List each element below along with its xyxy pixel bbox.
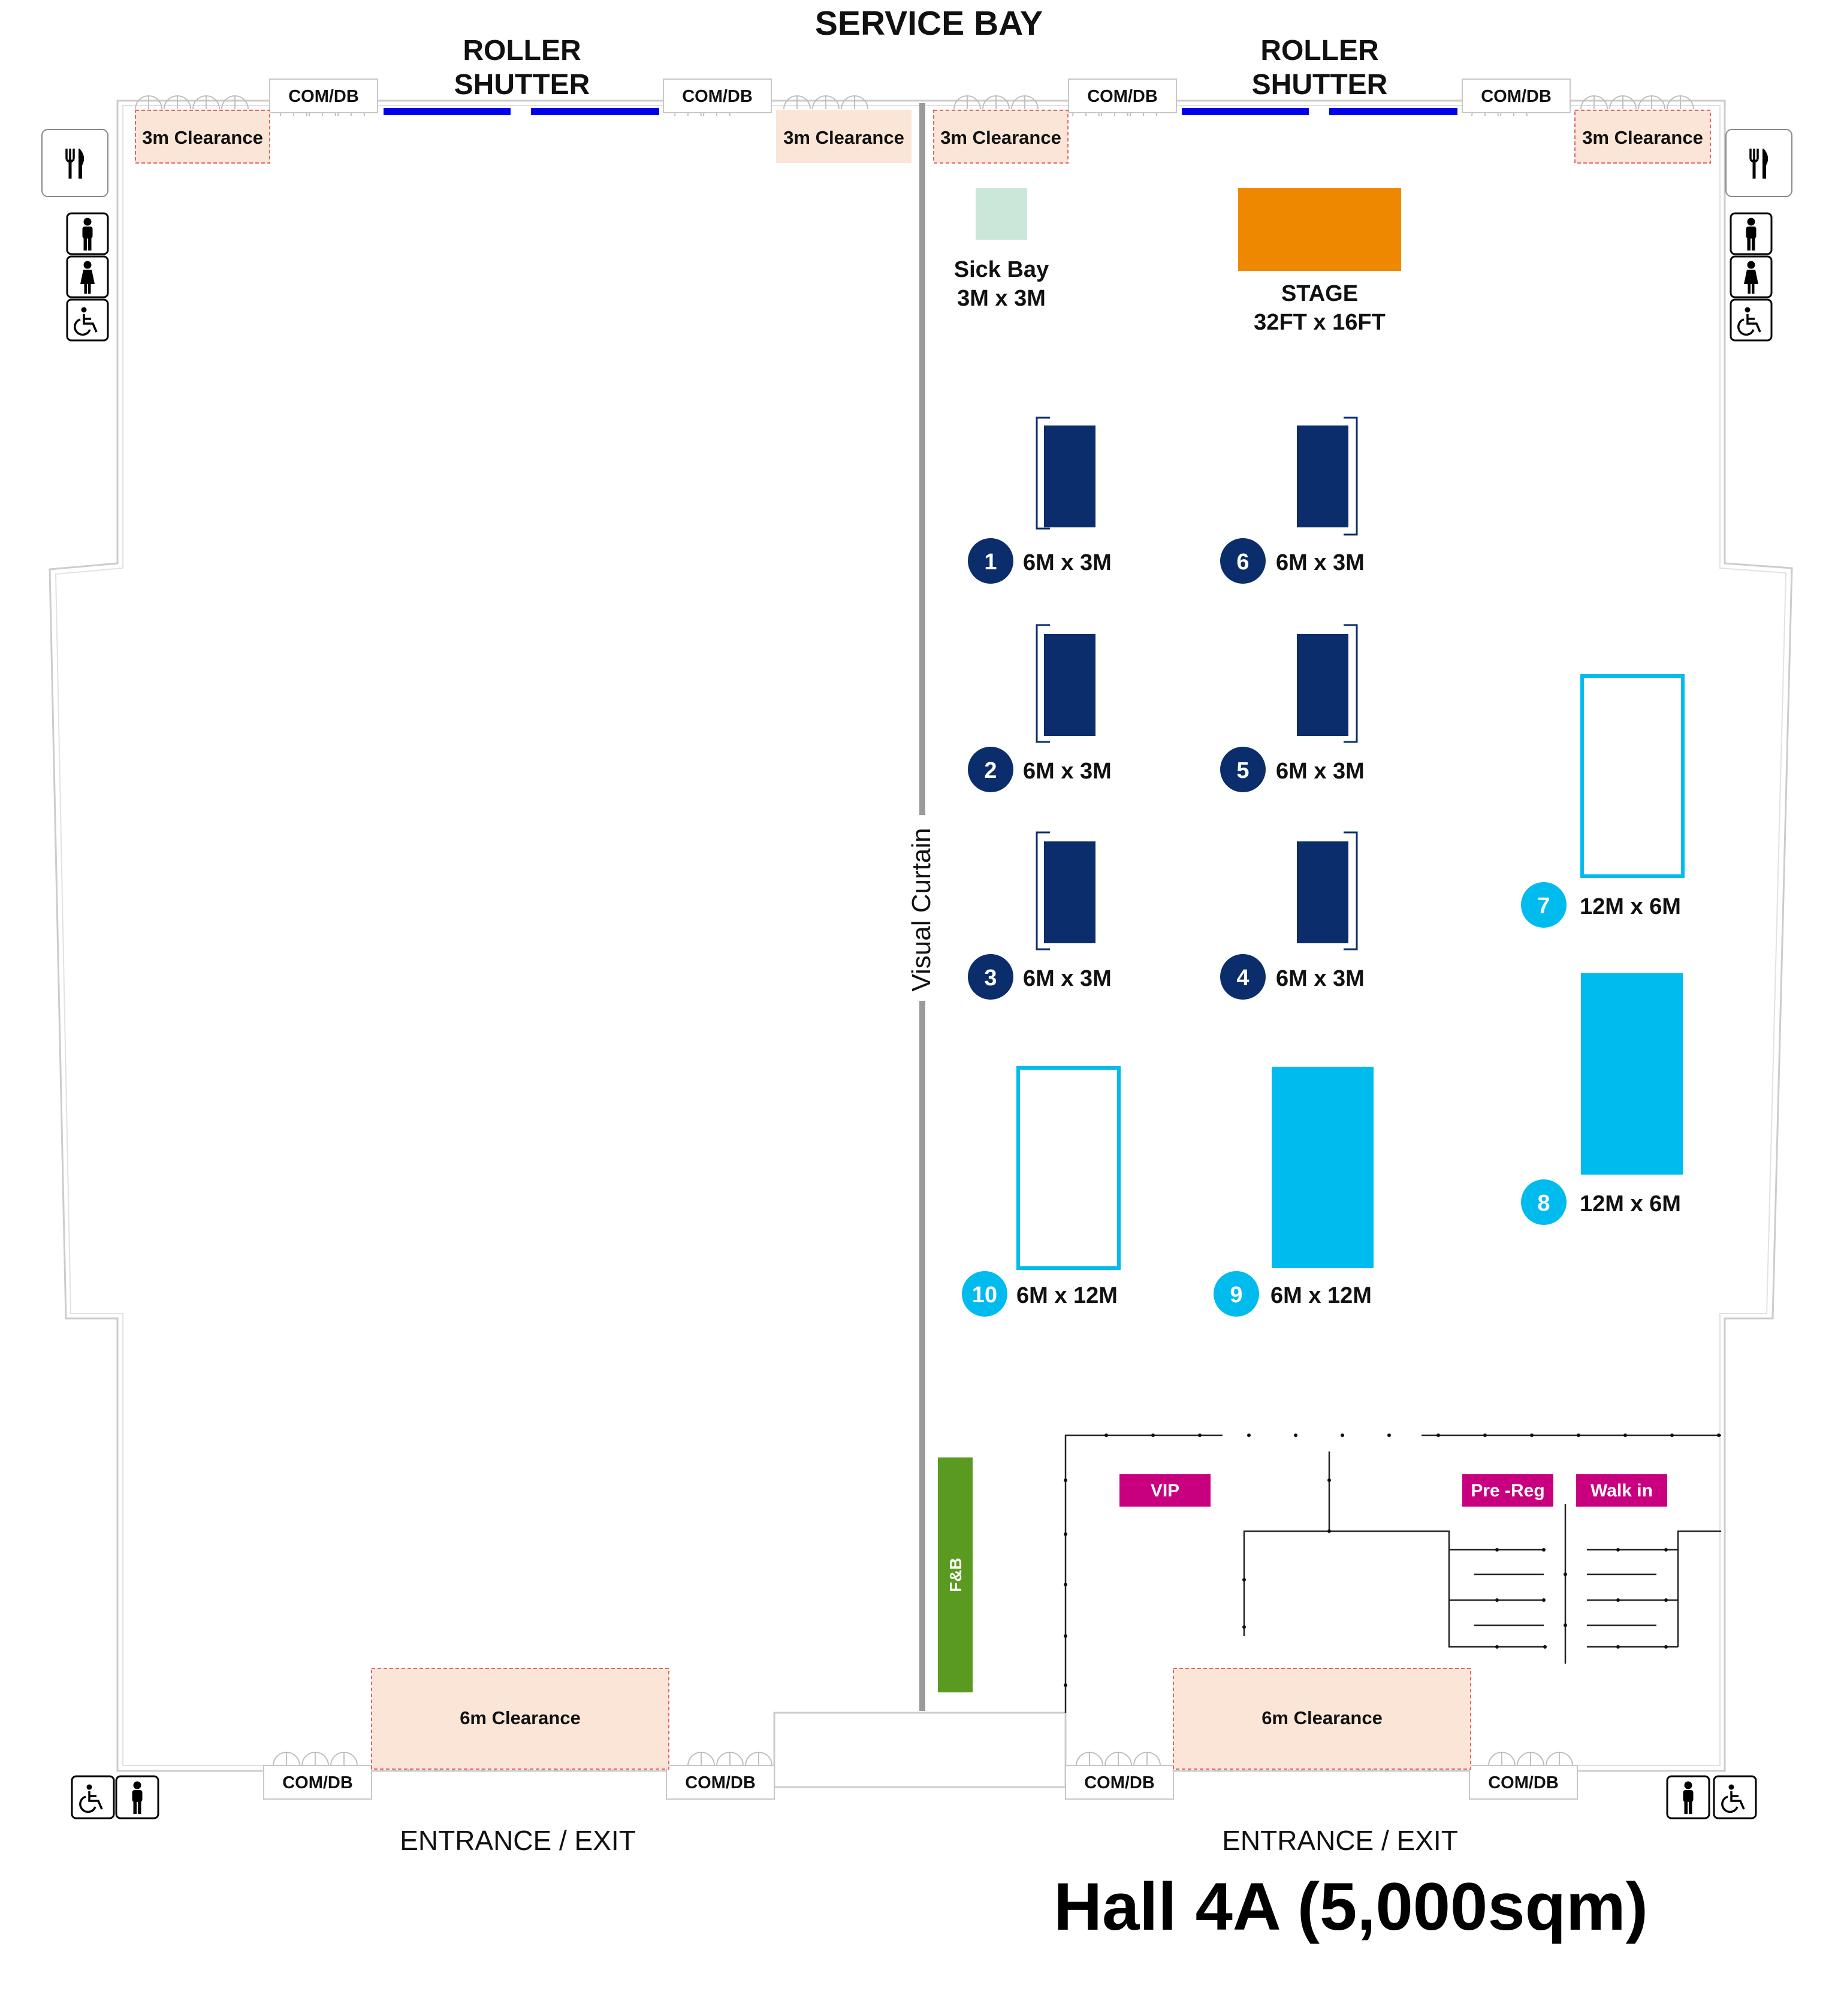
- service-bay-label: SERVICE BAY: [815, 4, 1043, 43]
- booth-number-badge: [1214, 1271, 1259, 1317]
- comdb-boxes: COM/DB COM/DB COM/DB COM/DB COM/DB COM/D…: [263, 79, 1578, 1800]
- wheelchair-icon: [66, 298, 109, 342]
- stage-size: 32FT x 16FT: [1254, 310, 1386, 335]
- booth-9: 9 6M x 12M: [1214, 1067, 1374, 1317]
- booth-number: 1: [984, 550, 997, 575]
- wheelchair-icon: [1730, 298, 1773, 342]
- booth-number: 4: [1236, 965, 1249, 991]
- booth-number-badge: [1220, 954, 1266, 1000]
- booth-size: 6M x 3M: [1023, 550, 1112, 575]
- booth-number: 3: [984, 965, 997, 991]
- booth-number: 9: [1230, 1282, 1242, 1308]
- roller-shutter-right-line2: SHUTTER: [1252, 69, 1388, 101]
- hall-title: Hall 4A (5,000sqm): [1054, 1869, 1648, 1944]
- clearance-6m-zones: 6m Clearance 6m Clearance: [371, 1668, 1471, 1770]
- entrance-lobby-block: [773, 1712, 1067, 1788]
- prereg-counter: Pre -Reg: [1462, 1474, 1553, 1507]
- comdb-label: COM/DB: [1481, 87, 1552, 106]
- booth-size: 6M x 3M: [1276, 550, 1365, 575]
- clearance-3m-label: 3m Clearance: [940, 127, 1061, 148]
- comdb-label: COM/DB: [1084, 1773, 1155, 1792]
- clearance-3m-zones: 3m Clearance 3m Clearance 3m Clearance 3…: [135, 110, 1711, 164]
- booth-number: 8: [1537, 1191, 1550, 1216]
- booth-number-badge: [968, 747, 1013, 792]
- booth-10: 10 6M x 12M: [962, 1066, 1121, 1317]
- booth-size: 12M x 6M: [1580, 1191, 1681, 1217]
- wheelchair-icon: [1713, 1775, 1757, 1819]
- comdb-label: COM/DB: [1488, 1773, 1559, 1792]
- walkin-counter: Walk in: [1576, 1474, 1667, 1507]
- barrier-posts: [1064, 1433, 1721, 1687]
- wheelchair-icon: [71, 1775, 115, 1819]
- roller-shutter-left-line1: ROLLER: [463, 35, 581, 67]
- fnb-label: F&B: [946, 1558, 965, 1592]
- booth-number-badge: [968, 538, 1013, 584]
- amenities-top-left: [41, 129, 109, 342]
- stage: [1238, 188, 1401, 271]
- clearance-3m-label: 3m Clearance: [1582, 127, 1703, 148]
- booth-number: 5: [1236, 758, 1249, 783]
- hall-inner-outline: [55, 105, 1787, 1766]
- cutlery-icon: [1725, 129, 1792, 197]
- booth-7: 7 12M x 6M: [1521, 674, 1685, 928]
- comdb-label: COM/DB: [685, 1773, 756, 1792]
- booth-size: 6M x 3M: [1023, 966, 1112, 991]
- stage-label: STAGE: [1281, 281, 1358, 306]
- booth-size: 6M x 12M: [1270, 1283, 1372, 1308]
- cutlery-icon: [41, 129, 108, 197]
- vip-counter: VIP: [1119, 1474, 1211, 1507]
- hall-outline: [49, 99, 1793, 1772]
- entrance-exit-right: ENTRANCE / EXIT: [1222, 1825, 1458, 1856]
- comdb-label: COM/DB: [282, 1773, 353, 1792]
- booth-size: 6M x 12M: [1016, 1283, 1118, 1308]
- amenities-bottom-right: [1666, 1775, 1757, 1819]
- booth-size: 6M x 3M: [1276, 966, 1365, 991]
- comdb-label: COM/DB: [1087, 87, 1158, 106]
- amenities-top-right: [1725, 129, 1792, 342]
- roller-shutter-left-line2: SHUTTER: [454, 69, 590, 101]
- sick-bay-label: Sick Bay: [954, 257, 1049, 282]
- booth-number-badge: [962, 1271, 1007, 1317]
- clearance-6m-label: 6m Clearance: [460, 1707, 581, 1728]
- booth-3: 3 6M x 3M: [968, 831, 1112, 1000]
- prereg-label: Pre -Reg: [1471, 1481, 1544, 1501]
- roller-shutter-right-label: ROLLER SHUTTER: [1252, 35, 1388, 101]
- booth-2: 2 6M x 3M: [968, 624, 1112, 792]
- roller-shutter-right-line1: ROLLER: [1260, 35, 1378, 67]
- clearance-3m-label: 3m Clearance: [142, 127, 263, 148]
- booth-number: 2: [984, 758, 997, 783]
- sick-bay: [976, 188, 1027, 240]
- booth-size: 6M x 3M: [1023, 759, 1112, 784]
- booth-8: 8 12M x 6M: [1521, 973, 1683, 1225]
- booth-number-badge: [968, 954, 1013, 1000]
- booth-number: 6: [1236, 550, 1249, 575]
- booth-number-badge: [1521, 882, 1567, 928]
- visual-curtain-label: Visual Curtain: [907, 828, 936, 991]
- booth-4: 4 6M x 3M: [1220, 831, 1365, 1000]
- comdb-label: COM/DB: [288, 87, 359, 106]
- comdb-label: COM/DB: [682, 87, 753, 106]
- walkin-label: Walk in: [1591, 1481, 1653, 1501]
- sick-bay-size: 3M x 3M: [957, 286, 1046, 311]
- amenities-bottom-left: [71, 1775, 159, 1819]
- booth-number-badge: [1521, 1179, 1567, 1225]
- booth-size: 12M x 6M: [1580, 894, 1681, 919]
- visual-curtain-label-bg: [906, 815, 938, 1001]
- booth-number: 7: [1537, 894, 1550, 919]
- booth-number-badge: [1220, 538, 1266, 584]
- vip-label: VIP: [1151, 1481, 1179, 1501]
- booth-6: 6 6M x 3M: [1220, 417, 1365, 584]
- booth-number: 10: [972, 1282, 997, 1308]
- booth-1: 1 6M x 3M: [968, 417, 1112, 584]
- clearance-6m-label: 6m Clearance: [1261, 1707, 1383, 1728]
- booth-number-badge: [1220, 747, 1266, 792]
- fnb-area: [938, 1457, 973, 1692]
- entrance-exit-left: ENTRANCE / EXIT: [400, 1825, 636, 1856]
- booth-5: 5 6M x 3M: [1220, 624, 1365, 792]
- booth-size: 6M x 3M: [1276, 759, 1365, 784]
- clearance-3m-label: 3m Clearance: [783, 127, 904, 148]
- roller-shutter-left-label: ROLLER SHUTTER: [454, 35, 590, 101]
